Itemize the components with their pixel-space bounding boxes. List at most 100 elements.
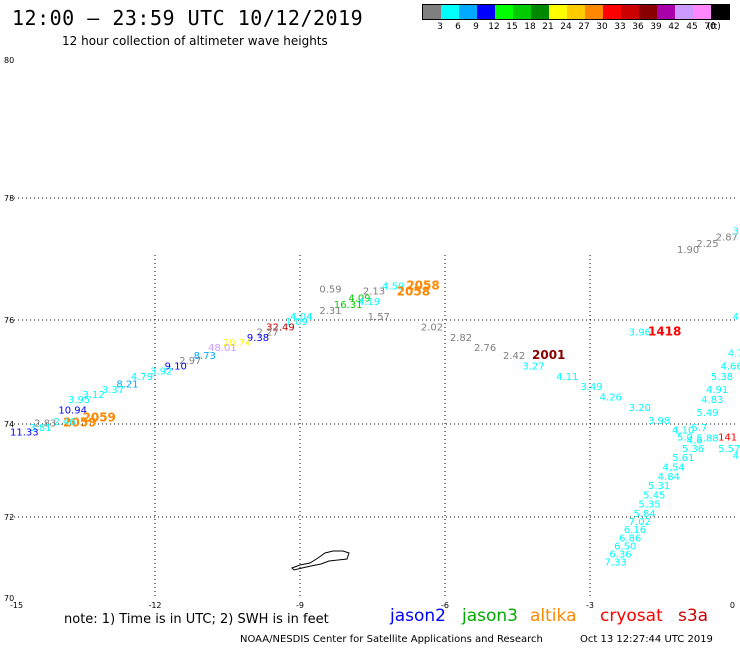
island-outline — [291, 550, 350, 571]
swh-value: 2.42 — [503, 351, 525, 362]
lon-label: -15 — [10, 601, 23, 610]
swh-value: 2.02 — [421, 322, 443, 333]
swh-value: 2059 — [63, 415, 96, 429]
legend-swatch — [477, 5, 495, 19]
swh-value: 5.0 — [677, 432, 693, 443]
lon-label: -12 — [148, 601, 161, 610]
swh-value: 16.31 — [334, 300, 363, 311]
swh-value: 5.35 — [638, 500, 660, 511]
note-text: note: 1) Time is in UTC; 2) SWH is in fe… — [64, 612, 329, 627]
swh-value: 2.83 — [34, 418, 56, 429]
swh-value: 2.25 — [696, 239, 718, 250]
swh-value: 4. — [733, 451, 740, 462]
swh-value: 0.59 — [319, 285, 341, 296]
lat-label: 70 — [4, 594, 14, 603]
legend-label: 33 — [614, 22, 626, 32]
satellite-legend-cryosat: cryosat — [600, 606, 663, 626]
lon-label: -3 — [586, 601, 594, 610]
footer-timestamp: Oct 13 12:27:44 UTC 2019 — [580, 634, 713, 645]
satellite-legend-jason2: jason2 — [390, 606, 446, 626]
legend-label: 39 — [650, 22, 662, 32]
swh-value: 5.38 — [711, 372, 733, 383]
swh-value: 1418 — [648, 325, 681, 339]
swh-value: 4.6 — [687, 436, 703, 447]
lat-label: 80 — [4, 56, 14, 65]
swh-value: 8.73 — [194, 351, 216, 362]
swh-value: 2.82 — [450, 333, 472, 344]
swh-value: 5.84 — [634, 509, 656, 520]
swh-value: 4.83 — [701, 395, 723, 406]
legend-label: 12 — [488, 22, 500, 32]
swh-value: 2.97 — [179, 356, 201, 367]
swh-value: 9.10 — [165, 361, 187, 372]
swh-value: 2.27 — [257, 328, 279, 339]
legend-label: 36 — [632, 22, 644, 32]
swh-labels: 1.902.252.873.0.592.134.59205820584.094.… — [10, 227, 740, 569]
swh-value: 5.57 — [718, 444, 740, 455]
legend-label: 21 — [542, 22, 554, 32]
swh-value: 3.37 — [102, 385, 124, 396]
swh-value: 11.33 — [10, 428, 39, 439]
swh-value: 7.02 — [629, 517, 651, 528]
legend-label: 45 — [686, 22, 698, 32]
legend-label: 3 — [437, 22, 443, 32]
swh-value: 20.74 — [223, 338, 252, 349]
swh-value: 10.94 — [58, 406, 87, 417]
lon-label: 0 — [730, 601, 735, 610]
swh-value: 3.96 — [629, 328, 651, 339]
legend-label: 30 — [596, 22, 608, 32]
swh-value: 4.19 — [358, 297, 380, 308]
swh-value: 4.04 — [290, 312, 312, 323]
legend-swatch — [549, 5, 567, 19]
legend-swatch — [423, 5, 441, 19]
swh-value: 5.45 — [643, 490, 665, 501]
swh-value: 3.27 — [522, 361, 544, 372]
lon-label: -9 — [296, 601, 304, 610]
lat-label: 74 — [4, 420, 14, 429]
swh-value: 3.49 — [580, 382, 602, 393]
swh-value: 5.49 — [696, 408, 718, 419]
swh-value: 141 — [718, 432, 737, 443]
swh-value: 7.33 — [605, 558, 627, 569]
legend-swatch — [567, 5, 585, 19]
swh-value: 2058 — [397, 285, 430, 299]
legend-label: 27 — [578, 22, 590, 32]
legend-swatch — [621, 5, 639, 19]
swh-value: 5.61 — [672, 453, 694, 464]
swh-value: 4.7 — [728, 348, 740, 359]
legend-label: 6 — [455, 22, 461, 32]
swh-value: 4.59 — [382, 282, 404, 293]
swh-value: 5.88 — [696, 434, 718, 445]
swh-value: 2001 — [532, 348, 565, 362]
legend-swatch — [657, 5, 675, 19]
swh-value: 4.09 — [348, 294, 370, 305]
page-title: 12:00 — 23:59 UTC 10/12/2019 — [12, 6, 364, 30]
swh-value: 3.98 — [648, 416, 670, 427]
swh-value: 3.92 — [150, 367, 172, 378]
swh-value: 4.54 — [663, 463, 685, 474]
swh-value: 4.84 — [658, 472, 680, 483]
swh-value: 2.46 — [54, 417, 76, 428]
lat-label: 76 — [4, 316, 14, 325]
color-legend: 3 6 9 12 15 18 21 24 27 30 33 36 39 42 45 70 (ft) — [422, 4, 730, 38]
legend-unit: (ft) — [707, 22, 721, 32]
axis-labels: 80 78 76 74 72 70-15 -12 -9 -6 -3 0 — [4, 56, 735, 610]
swh-value: 6.86 — [619, 533, 641, 544]
legend-swatch — [603, 5, 621, 19]
legend-swatch — [675, 5, 693, 19]
swh-value: 2.13 — [363, 286, 385, 297]
swh-value: 3. — [733, 227, 740, 238]
swh-value: 4.10 — [672, 425, 694, 436]
map-grid — [10, 197, 735, 598]
swh-value: 6.16 — [624, 525, 646, 536]
swh-value: 2.31 — [319, 306, 341, 317]
lon-label: -6 — [441, 601, 449, 610]
swh-value: 1.90 — [677, 245, 699, 256]
swh-value: 3.95 — [68, 395, 90, 406]
legend-label: 24 — [560, 22, 572, 32]
legend-swatch — [531, 5, 549, 19]
swh-value: 6.50 — [614, 541, 636, 552]
legend-swatch — [693, 5, 711, 19]
swh-value: 4.66 — [721, 361, 740, 372]
